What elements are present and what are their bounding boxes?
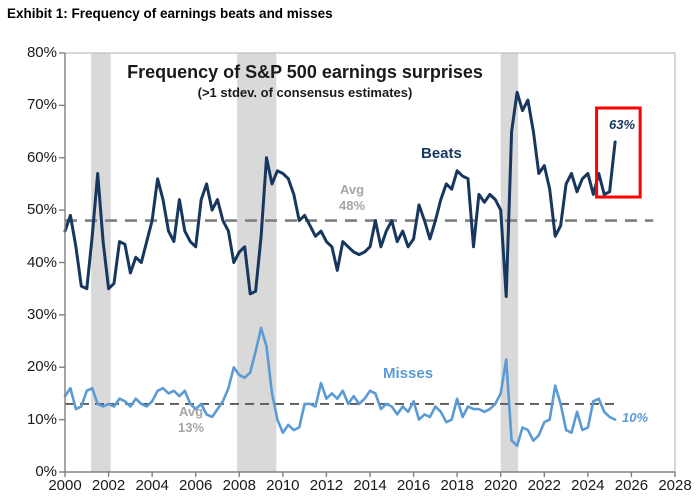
x-tick-label: 2014 [353,477,387,494]
chart-title: Frequency of S&P 500 earnings surprises [127,62,483,82]
y-tick-label: 80% [26,44,57,61]
x-tick-label: 2008 [222,477,256,494]
exhibit-title: Exhibit 1: Frequency of earnings beats a… [7,6,333,21]
x-tick-label: 2018 [440,477,474,494]
x-tick-label: 2000 [48,477,82,494]
x-tick-label: 2010 [266,477,300,494]
misses-latest-value-label: 10% [622,410,649,425]
misses-average-word: Avg [178,404,204,419]
misses-average-annotation: Avg 13% [167,404,215,435]
x-tick-label: 2006 [179,477,213,494]
y-tick-label: 20% [26,358,57,376]
y-tick-label: 40% [26,253,57,271]
chart-subtitle: (>1 stdev. of consensus estimates) [197,85,413,100]
x-tick-label: 2026 [614,477,649,494]
x-tick-label: 2028 [658,477,692,494]
y-tick-label: 0% [35,463,57,480]
x-tick-label: 2012 [309,477,344,494]
beats-average-word: Avg [339,182,365,197]
highlight-box [595,106,642,199]
x-tick-label: 2002 [91,477,126,494]
y-tick-label: 10% [26,410,57,428]
beats-latest-value-label: 63% [608,117,636,132]
x-tick-label: 2020 [484,477,518,494]
x-tick-label: 2004 [135,477,169,494]
x-tick-label: 2016 [396,477,431,494]
misses-series-label: Misses [383,365,434,382]
recession-band [91,53,111,472]
misses-line [63,326,617,448]
beats-series-label: Beats [421,145,462,162]
beats-line [63,90,617,298]
recession-band [237,53,277,472]
x-tick-label: 2024 [571,477,605,494]
beats-average-annotation: Avg 48% [328,182,376,213]
y-tick-label: 30% [26,305,57,323]
beats-average-value: 48% [338,197,366,213]
y-tick-label: 50% [26,201,57,219]
misses-average-value: 13% [177,419,205,435]
x-tick-label: 2022 [527,477,561,494]
y-tick-label: 70% [26,96,57,114]
y-tick-label: 60% [26,148,57,166]
